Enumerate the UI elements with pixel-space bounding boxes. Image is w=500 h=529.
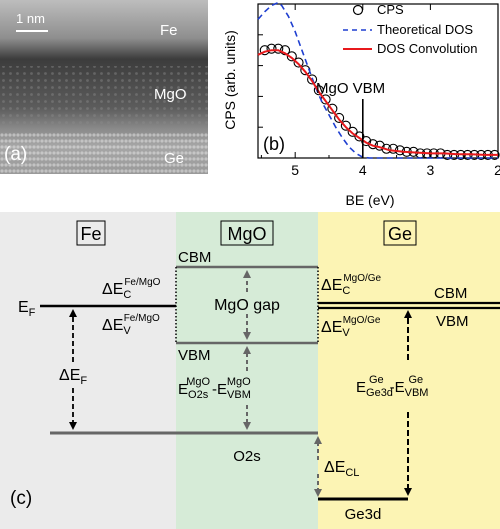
fe-header: Fe [80, 224, 101, 244]
delta-ev-fe-sup: Fe/MgO [124, 313, 160, 324]
delta-ec-fe-sup: Fe/MgO [124, 277, 160, 288]
ge-vbm-label: VBM [436, 313, 469, 330]
mgo-core-t1-sub: O2s [188, 389, 209, 401]
ge-core-t1-sup: Ge [369, 374, 384, 386]
delta-ec-fe-label: ΔECFe/MgO [102, 277, 161, 301]
delta-ev-ge-base: ΔE [321, 319, 342, 336]
mgo-core-t1-sup: MgO [186, 376, 210, 388]
mgo-core-t2-sub: VBM [227, 389, 251, 401]
ef-label: EF [18, 299, 36, 319]
mgo-core-t2-sup: MgO [227, 376, 251, 388]
chart-x-tick-label: 4 [359, 162, 367, 178]
delta-ec-ge-sub: C [342, 285, 350, 297]
ge-region [318, 212, 500, 529]
mgo-layer-label: MgO [154, 86, 187, 103]
delta-ecl-sub: CL [345, 467, 359, 479]
delta-ec-ge-base: ΔE [321, 277, 342, 294]
fe-layer-label: Fe [160, 22, 178, 39]
mgo-core-t2-base: -E [212, 381, 227, 398]
chart-ylabel: CPS (arb. units) [222, 30, 238, 130]
delta-ev-fe-sub: V [123, 325, 131, 337]
ge-cbm-label: CBM [434, 285, 467, 302]
chart-point-cps [347, 126, 358, 137]
panel-c-tag: (c) [10, 488, 32, 509]
delta-ef-label: ΔEF [59, 367, 87, 387]
delta-ecl-base: ΔE [324, 459, 345, 476]
chart-point-cps [442, 149, 453, 160]
delta-ev-fe-base: ΔE [102, 317, 123, 334]
delta-ev-ge-sub: V [342, 327, 350, 339]
mgo-cbm-label: CBM [178, 249, 211, 266]
ge3d-label: Ge3d [345, 506, 382, 523]
chart-point-cps [266, 43, 277, 54]
panel-a-tag: (a) [4, 144, 28, 165]
delta-ev-fe-label: ΔEVFe/MgO [102, 313, 160, 337]
panel-a-tem-image: 1 nm Fe MgO Ge (a) [0, 0, 208, 174]
delta-ec-ge-label: ΔECMgO/Ge [321, 273, 382, 297]
ge-core-t2-sup: Ge [408, 374, 423, 386]
delta-ef-base: ΔE [59, 367, 80, 384]
panel-c-band-diagram: Fe MgO Ge CBM VBM MgO gap EF CBM VBM O2s… [0, 212, 500, 529]
fe-header-box [76, 220, 106, 246]
legend-label-theoretical-dos: Theoretical DOS [377, 22, 473, 37]
tem-micrograph [0, 0, 208, 174]
ef-label-base: E [18, 299, 29, 316]
ge-layer-label: Ge [164, 150, 185, 167]
chart-point-cps [313, 85, 324, 96]
mgo-header-box [220, 220, 274, 246]
delta-ev-ge-label: ΔEVMgO/Ge [321, 315, 381, 339]
chart-point-cps [286, 51, 297, 62]
ef-label-sub: F [29, 307, 36, 319]
ge-core-t1-sub: Ge3d [366, 387, 393, 399]
chart-point-cps [307, 74, 318, 85]
legend-marker-cps [352, 4, 364, 16]
mgo-header: MgO [227, 224, 266, 244]
legend-label-dos-convolution: DOS Convolution [377, 41, 477, 56]
o2s-label: O2s [233, 448, 261, 465]
chart-line-theoretical-dos [257, 1, 498, 159]
mgo-core-label: EO2sMgO -EVBMMgO [178, 376, 251, 401]
chart-point-cps [388, 143, 399, 154]
chart-line-dos-convolution [257, 49, 498, 156]
delta-ec-fe-base: ΔE [102, 281, 123, 298]
chart-point-cps [361, 136, 372, 147]
chart-point-cps [340, 120, 351, 131]
ge-core-t1-base: E [356, 379, 366, 396]
chart-annotation-mgo-vbm: MgO VBM [316, 80, 385, 97]
delta-ec-ge-sup: MgO/Ge [343, 273, 381, 284]
chart-point-cps [273, 43, 284, 54]
ge-core-t2-sub: VBM [405, 387, 429, 399]
ge-header-box [383, 220, 417, 246]
chart-point-cps [334, 112, 345, 124]
chart-point-cps [293, 57, 304, 68]
chart-x-tick-label: 2 [494, 162, 500, 178]
chart-point-cps [354, 131, 365, 142]
mgo-core-t1-base: E [178, 381, 188, 398]
chart-xlabel: BE (eV) [345, 192, 394, 208]
chart-x-tick-label: 3 [426, 162, 434, 178]
delta-ef-sub: F [80, 375, 87, 387]
delta-ecl-label: ΔECL [324, 459, 359, 479]
chart-panel-tag: (b) [263, 134, 285, 154]
ge-core-t2-base: -E [390, 379, 405, 396]
delta-ev-ge-sup: MgO/Ge [343, 315, 381, 326]
panel-b-chart: 5 4 3 2 CPS (arb. units) BE (eV) (b) MgO VB… [222, 1, 500, 208]
delta-ec-fe-sub: C [123, 289, 131, 301]
scale-bar-label: 1 nm [16, 11, 45, 26]
scale-bar [16, 30, 48, 32]
chart-x-tick-label: 5 [291, 162, 299, 178]
fe-region [0, 212, 176, 529]
chart-point-cps [327, 103, 338, 114]
legend-label-cps: CPS [377, 2, 404, 17]
mgo-gap-label: MgO gap [214, 297, 280, 314]
ge-core-label: EGe3dGe -EVBMGe [356, 374, 428, 399]
ge-header: Ge [388, 224, 412, 244]
mgo-vbm-label: VBM [178, 347, 211, 364]
chart-legend: CPS Theoretical DOS DOS Convolution [343, 2, 477, 56]
